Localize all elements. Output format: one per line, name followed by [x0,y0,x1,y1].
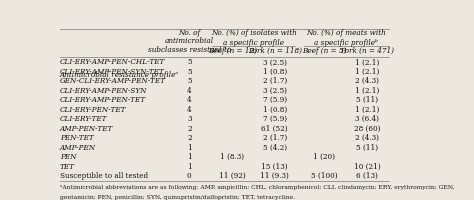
Text: 0: 0 [187,172,191,180]
Text: antimicrobial: antimicrobial [165,37,214,45]
Text: 5: 5 [187,58,191,66]
Text: Pork (n = 118): Pork (n = 118) [248,47,301,55]
Text: 2 (1.7): 2 (1.7) [263,134,287,142]
Text: CLI-ERY-PEN-TET: CLI-ERY-PEN-TET [60,106,127,114]
Text: a specific profileᵇ: a specific profileᵇ [314,39,378,47]
Text: PEN: PEN [60,153,76,161]
Text: AMP-PEN: AMP-PEN [60,144,96,152]
Text: 3 (2.5): 3 (2.5) [263,87,287,95]
Text: No. (%) of isolates with: No. (%) of isolates with [211,29,296,37]
Text: 5 (11): 5 (11) [356,96,378,104]
Text: GEN-CLI-ERY-AMP-PEN-TET: GEN-CLI-ERY-AMP-PEN-TET [60,77,166,85]
Text: 1 (2.1): 1 (2.1) [355,106,380,114]
Text: 1: 1 [187,163,191,171]
Text: CLI-ERY-AMP-PEN-SYN: CLI-ERY-AMP-PEN-SYN [60,87,147,95]
Text: 5: 5 [187,68,191,76]
Text: 1 (2.1): 1 (2.1) [355,58,380,66]
Text: 7 (5.9): 7 (5.9) [263,96,287,104]
Text: CLI-ERY-TET: CLI-ERY-TET [60,115,108,123]
Text: 1 (0.8): 1 (0.8) [263,68,287,76]
Text: 2: 2 [187,125,191,133]
Text: 1: 1 [187,153,191,161]
Text: Beef (n = 12): Beef (n = 12) [208,47,257,55]
Text: 5 (11): 5 (11) [356,144,378,152]
Text: No. (%) of meats with: No. (%) of meats with [306,29,386,37]
Text: 2 (1.7): 2 (1.7) [263,77,287,85]
Text: 1 (8.3): 1 (8.3) [220,153,245,161]
Text: 15 (13): 15 (13) [261,163,288,171]
Text: 1 (0.8): 1 (0.8) [263,106,287,114]
Text: CLI-ERY-AMP-PEN-SYN-TET: CLI-ERY-AMP-PEN-SYN-TET [60,68,165,76]
Text: 7 (5.9): 7 (5.9) [263,115,287,123]
Text: 1: 1 [187,144,191,152]
Text: Beef (n = 5): Beef (n = 5) [302,47,346,55]
Text: 3 (6.4): 3 (6.4) [356,115,379,123]
Text: No. of: No. of [178,29,201,37]
Text: 5: 5 [187,77,191,85]
Text: 1 (2.1): 1 (2.1) [355,87,380,95]
Text: 1 (20): 1 (20) [313,153,335,161]
Text: PEN-TET: PEN-TET [60,134,94,142]
Text: 3 (2.5): 3 (2.5) [263,58,287,66]
Text: 4: 4 [187,106,191,114]
Text: 11 (9.3): 11 (9.3) [260,172,289,180]
Text: 61 (52): 61 (52) [261,125,288,133]
Text: ᵃAntimicrobial abbreviations are as following: AMP, ampicillin; CHL, chloramphen: ᵃAntimicrobial abbreviations are as foll… [60,185,455,190]
Text: 10 (21): 10 (21) [354,163,381,171]
Text: Susceptible to all tested: Susceptible to all tested [60,172,148,180]
Text: gentamicin; PEN, penicillin; SYN, quinupristin/dalfopristin; TET, tetracycline.: gentamicin; PEN, penicillin; SYN, quinup… [60,195,295,200]
Text: Pork (n = 471): Pork (n = 471) [340,47,394,55]
Text: 2 (4.3): 2 (4.3) [356,134,379,142]
Text: CLI-ERY-AMP-PEN-CHL-TET: CLI-ERY-AMP-PEN-CHL-TET [60,58,165,66]
Text: 5 (100): 5 (100) [311,172,337,180]
Text: AMP-PEN-TET: AMP-PEN-TET [60,125,113,133]
Text: TET: TET [60,163,75,171]
Text: 2 (4.3): 2 (4.3) [356,77,379,85]
Text: a specific profile: a specific profile [223,39,284,47]
Text: 28 (60): 28 (60) [354,125,381,133]
Text: 4: 4 [187,87,191,95]
Text: CLI-ERY-AMP-PEN-TET: CLI-ERY-AMP-PEN-TET [60,96,146,104]
Text: 5 (4.2): 5 (4.2) [263,144,287,152]
Text: 11 (92): 11 (92) [219,172,246,180]
Text: 4: 4 [187,96,191,104]
Text: 6 (13): 6 (13) [356,172,378,180]
Text: 1 (2.1): 1 (2.1) [355,68,380,76]
Text: 2: 2 [187,134,191,142]
Text: 3: 3 [187,115,191,123]
Text: subclasses resistant to: subclasses resistant to [147,46,231,54]
Text: Antimicrobial resistance profileᵃ: Antimicrobial resistance profileᵃ [60,71,179,79]
